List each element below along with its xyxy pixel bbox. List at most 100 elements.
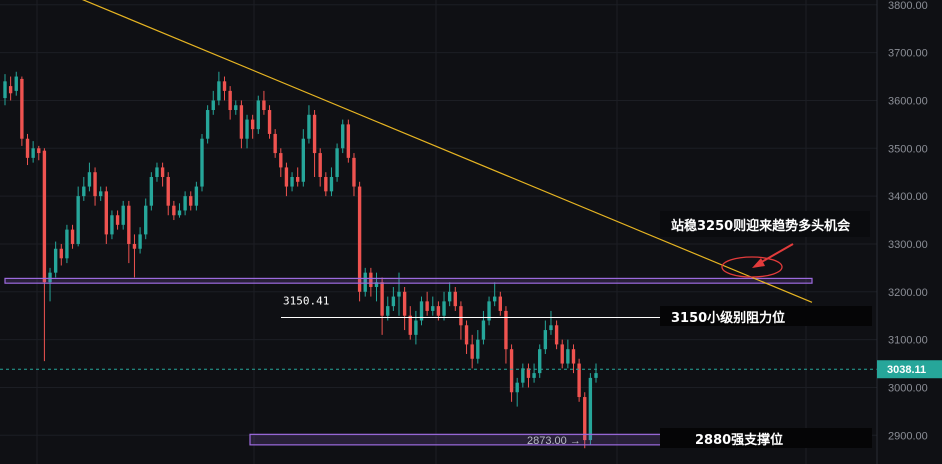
current-price-tag (877, 360, 942, 379)
candle-body (273, 133, 277, 154)
candle-body (408, 315, 412, 335)
current-price-label: 3038.11 (887, 364, 926, 376)
annotation-labels: 3150.41 2873.00 → 站稳3250则迎来趋势多头机会 3150小级别阻力… (283, 211, 872, 448)
candle-body (386, 306, 390, 316)
trendline (81, 0, 813, 303)
grid-lines (0, 0, 877, 464)
candle-body (369, 272, 373, 288)
support-note-box (660, 428, 872, 448)
candle-body (267, 110, 272, 134)
candle-body (31, 148, 35, 158)
candle-body (76, 196, 80, 244)
resistance-note-box (660, 306, 872, 326)
candle-body (228, 90, 232, 111)
candle-body (380, 282, 384, 316)
candle-body (245, 119, 249, 139)
candle-body (307, 114, 311, 139)
candle-body (571, 349, 576, 364)
candle-body (425, 301, 429, 311)
candle-body (132, 243, 137, 249)
price-axis: 3800.00 3700.00 3600.00 3500.00 3400.00 3300.… (876, 0, 942, 464)
candle-body (200, 138, 204, 187)
candle-body (138, 234, 142, 249)
candle-body (144, 205, 148, 235)
price-tick-label: 3100.00 (888, 335, 928, 347)
candle-body (48, 272, 52, 283)
candle-body (515, 382, 519, 393)
candle-body (87, 172, 92, 187)
candle-body (222, 81, 227, 91)
candle-body (391, 296, 396, 307)
candle-body (183, 196, 187, 211)
overlays (0, 0, 877, 446)
candle-body (442, 301, 446, 316)
candle-body (583, 397, 587, 441)
candle-body (82, 186, 86, 197)
candle-body (110, 215, 114, 235)
candle-body (65, 229, 69, 259)
candle-body (487, 301, 491, 321)
level-line-label: 3150.41 (283, 295, 329, 308)
candle-body (447, 291, 452, 302)
candle-body (357, 186, 362, 292)
candle-body (239, 105, 244, 139)
candle-body (498, 296, 503, 311)
candle-body (295, 176, 300, 182)
candle-body (70, 229, 75, 244)
candle-body (194, 186, 199, 206)
candle-body (172, 205, 176, 216)
candle-body (521, 368, 525, 383)
candle-body (543, 330, 548, 350)
candle-body (459, 306, 463, 326)
candle-body (470, 344, 474, 359)
candle-body (104, 191, 109, 235)
candle-body (352, 157, 356, 187)
candle-body (509, 349, 514, 393)
candle-body (284, 167, 289, 187)
candle-body (177, 210, 182, 216)
candle-body (397, 291, 401, 297)
candle-body (115, 215, 120, 225)
candle-body (312, 114, 317, 154)
candle-body (549, 325, 553, 331)
candle-body (554, 325, 559, 345)
price-tick-label: 3000.00 (888, 382, 928, 394)
candle-body (42, 150, 47, 283)
candle-body (211, 100, 215, 111)
candle-body (279, 153, 283, 168)
price-tick-label: 3200.00 (888, 287, 928, 299)
candle-body (37, 148, 41, 154)
trend-break-note: 站稳3250则迎来趋势多头机会 (671, 218, 851, 234)
candle-body (526, 368, 531, 378)
price-tick-label: 3500.00 (888, 143, 928, 155)
candle-body (346, 124, 351, 158)
candle-body (217, 81, 221, 101)
candle-body (205, 110, 210, 139)
candle-body (59, 248, 63, 259)
candle-body (166, 176, 170, 206)
candle-body (453, 291, 457, 307)
support-note: 2880强支撑位 (695, 432, 783, 448)
highlight-arrow-shaft (757, 243, 794, 265)
candle-body (538, 349, 542, 374)
candle-body (318, 153, 322, 177)
highlight-arrow-head (752, 258, 765, 268)
low-price-marker: 2873.00 → (527, 435, 581, 447)
price-tick-label: 3300.00 (888, 239, 928, 251)
candle-body (20, 78, 24, 139)
candle-body (476, 339, 480, 359)
candle-body (189, 196, 193, 206)
candles (3, 71, 598, 449)
candle-body (8, 86, 13, 94)
candle-body (324, 176, 328, 192)
resistance-zone (4, 277, 813, 284)
candle-body (577, 363, 581, 398)
candle-body (329, 176, 334, 192)
candle-body (436, 306, 441, 316)
candle-body (419, 301, 424, 321)
price-tick-label: 3800.00 (888, 0, 928, 12)
candle-body (262, 100, 266, 111)
candle-body (301, 138, 306, 182)
candle-body (594, 373, 598, 378)
